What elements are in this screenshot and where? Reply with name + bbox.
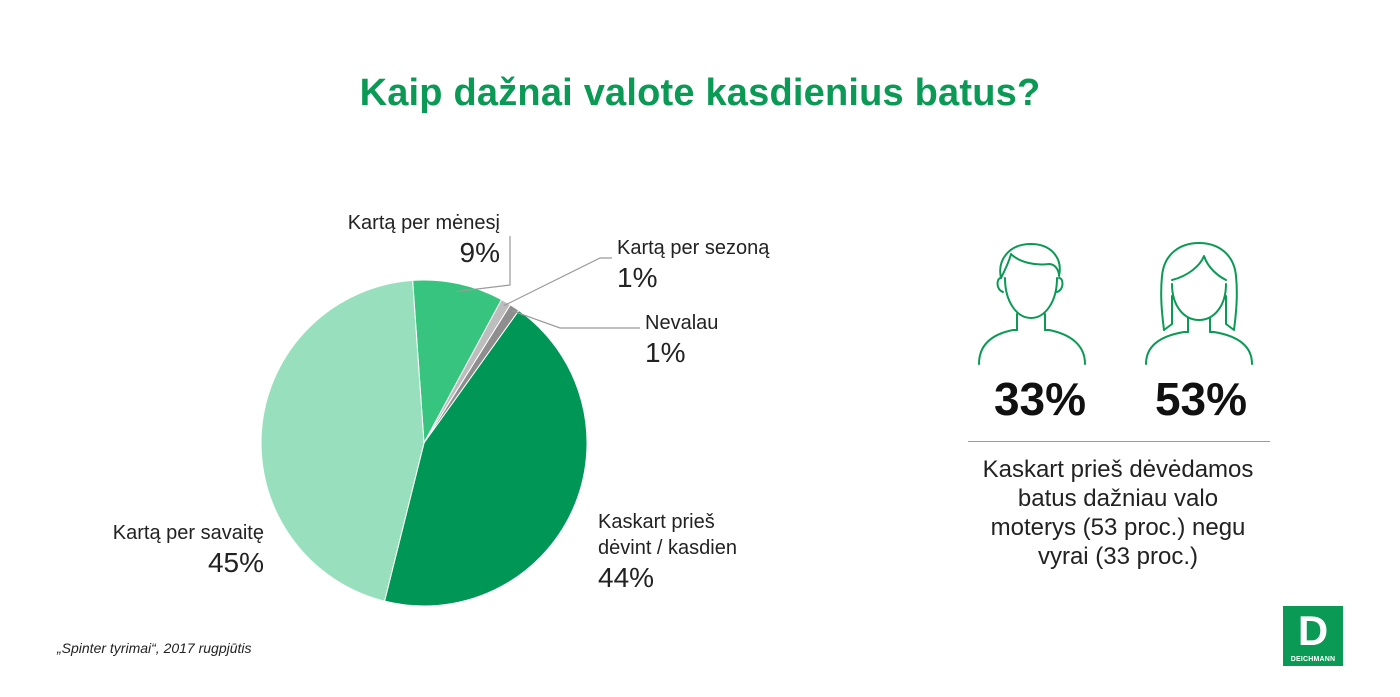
slice-name: Nevalau [645, 312, 719, 334]
slice-label-monthly: Kartą per mėnesį 9% [300, 210, 500, 270]
woman-icon [1145, 242, 1253, 365]
slice-label-never: Nevalau 1% [645, 310, 718, 370]
divider-line [968, 441, 1270, 442]
slice-name-line-2: dėvint / kasdien [598, 537, 737, 559]
slice-name: Kartą per mėnesį [347, 212, 500, 234]
deichmann-logo: D DEICHMANN [1283, 606, 1343, 666]
slice-label-seasonal: Kartą per sezoną 1% [617, 235, 769, 295]
leader-line-monthly [456, 236, 511, 293]
summary-line: vyrai (33 proc.) [1037, 543, 1199, 570]
slice-percent: 1% [617, 262, 658, 293]
leader-line-seasonal [503, 257, 612, 307]
men-percent: 33% [993, 373, 1087, 425]
slice-name: Kartą per sezoną [617, 237, 770, 259]
logo-letter: D [1297, 607, 1329, 654]
slice-weekly [260, 279, 425, 602]
slice-percent: 45% [207, 547, 264, 578]
women-percent: 53% [1154, 373, 1248, 425]
slice-daily [383, 309, 588, 607]
summary-text: Kaskart prieš dėvėdamos batus dažniau va… [950, 455, 1286, 571]
leader-line-never [512, 310, 640, 329]
summary-line: Kaskart prieš dėvėdamos [982, 456, 1254, 483]
slice-name: Kartą per savaitę [112, 522, 264, 544]
slice-percent: 9% [459, 237, 500, 268]
slice-label-weekly: Kartą per savaitę 45% [64, 520, 264, 580]
slice-percent: 44% [598, 562, 655, 593]
source-note: „Spinter tyrimai“, 2017 rugpjūtis [57, 640, 252, 656]
summary-line: batus dažniau valo [1017, 485, 1219, 512]
slice-percent: 1% [645, 337, 686, 368]
man-icon [978, 243, 1086, 365]
slice-name-line-1: Kaskart prieš [598, 511, 715, 533]
chart-title: Kaip dažnai valote kasdienius batus? [359, 72, 1041, 114]
slice-label-daily: Kaskart prieš dėvint / kasdien 44% [598, 509, 737, 595]
slice-monthly [412, 279, 503, 445]
logo-brand: DEICHMANN [1290, 656, 1336, 663]
summary-line: moterys (53 proc.) negu [990, 514, 1246, 541]
